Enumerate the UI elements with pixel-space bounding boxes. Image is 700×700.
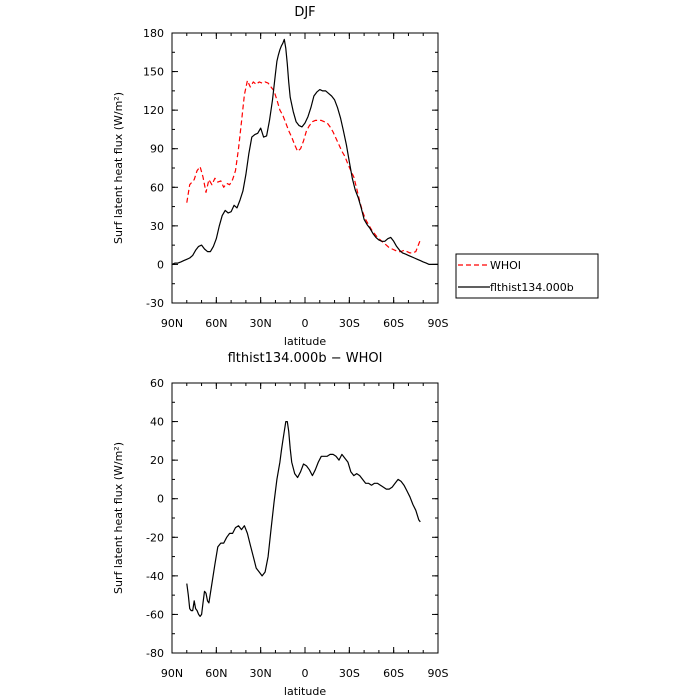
bottom-panel: flthist134.000b − WHOI -80 -60 -40 -20 0 20 40… — [112, 351, 449, 698]
bottom-x-tick-label: 60S — [383, 667, 404, 680]
top-y-tick-label: -30 — [146, 297, 164, 310]
bottom-x-tick-label: 90N — [161, 667, 183, 680]
bottom-x-tick-label: 60N — [205, 667, 227, 680]
bottom-y-tick-label: 0 — [157, 493, 164, 506]
top-x-tick-label: 90S — [428, 317, 449, 330]
legend-label-whoi: WHOI — [490, 259, 521, 272]
bottom-x-axis: 90N 60N 30N 0 30S 60S 90S — [161, 383, 449, 680]
top-x-tick-label: 30N — [250, 317, 272, 330]
bottom-y-axis: -80 -60 -40 -20 0 20 40 60 — [146, 377, 438, 660]
bottom-x-axis-label: latitude — [284, 685, 326, 698]
top-series-layer — [171, 38, 438, 265]
top-plot-frame — [171, 32, 439, 304]
bottom-chart-title: flthist134.000b − WHOI — [228, 351, 383, 366]
top-x-tick-label: 90N — [161, 317, 183, 330]
top-x-tick-label: 0 — [302, 317, 309, 330]
top-y-axis-label: Surf latent heat flux (W/m²) — [112, 92, 125, 244]
bottom-x-tick-label: 30N — [250, 667, 272, 680]
bottom-y-tick-label: -20 — [146, 531, 164, 544]
top-y-tick-label: 30 — [150, 220, 164, 233]
bottom-y-axis-label: Surf latent heat flux (W/m²) — [112, 442, 125, 594]
legend: WHOI flthist134.000b — [455, 253, 599, 299]
top-x-tick-label: 30S — [339, 317, 360, 330]
top-x-axis-label: latitude — [284, 335, 326, 348]
top-x-tick-label: 60S — [383, 317, 404, 330]
top-y-tick-label: 150 — [143, 66, 164, 79]
top-y-tick-label: 90 — [150, 143, 164, 156]
top-chart-title: DJF — [294, 5, 315, 20]
bottom-y-tick-label: -60 — [146, 608, 164, 621]
top-y-axis: -30 0 30 60 90 120 150 180 — [143, 27, 438, 310]
top-series-line-flthist134-000b — [171, 38, 438, 265]
top-y-tick-label: 60 — [150, 181, 164, 194]
bottom-x-tick-label: 0 — [302, 667, 309, 680]
top-y-tick-label: 180 — [143, 27, 164, 40]
top-y-tick-label: 0 — [157, 258, 164, 271]
bottom-y-tick-label: 60 — [150, 377, 164, 390]
top-series-line-whoi — [186, 79, 421, 254]
top-x-tick-label: 60N — [205, 317, 227, 330]
bottom-series-layer — [186, 421, 421, 618]
bottom-y-tick-label: 40 — [150, 416, 164, 429]
top-y-tick-label: 120 — [143, 104, 164, 117]
bottom-y-tick-label: -80 — [146, 647, 164, 660]
bottom-series-line-0 — [186, 421, 421, 618]
bottom-plot-frame — [171, 382, 439, 654]
top-panel: DJF -30 0 30 60 90 120 150 180 90N 60N 30N 0 30S 60S… — [112, 5, 599, 348]
bottom-x-tick-label: 30S — [339, 667, 360, 680]
top-x-axis: 90N 60N 30N 0 30S 60S 90S — [161, 33, 449, 330]
bottom-x-tick-label: 90S — [428, 667, 449, 680]
bottom-y-tick-label: -40 — [146, 570, 164, 583]
legend-box — [455, 253, 599, 299]
bottom-y-tick-label: 20 — [150, 454, 164, 467]
legend-label-model: flthist134.000b — [490, 281, 574, 294]
